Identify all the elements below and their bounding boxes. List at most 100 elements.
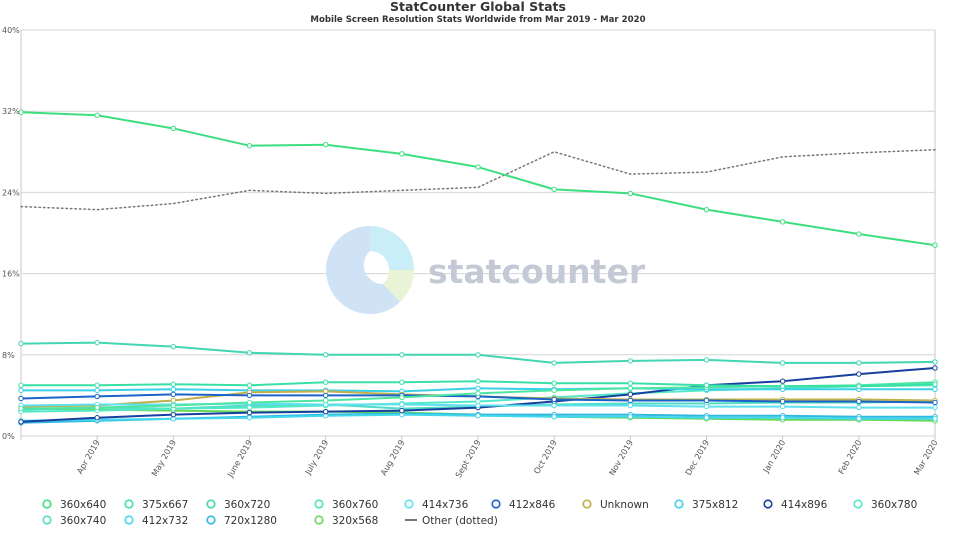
data-point bbox=[475, 378, 481, 384]
data-point bbox=[551, 402, 557, 409]
legend: 360x640 375x667 360x720 360x760 414x736 412x8… bbox=[42, 499, 917, 527]
legend-label: 414x896 bbox=[781, 499, 828, 511]
legend-item[interactable]: 360x740 bbox=[42, 515, 106, 527]
legend-item[interactable]: 320x568 bbox=[314, 515, 378, 527]
x-tick-label: Feb 2020 bbox=[836, 438, 864, 476]
data-point bbox=[246, 143, 253, 149]
data-point bbox=[627, 397, 634, 404]
legend-item[interactable]: 360x720 bbox=[206, 499, 270, 511]
data-point bbox=[627, 380, 634, 386]
data-point bbox=[627, 385, 634, 391]
x-tick-label: June 2019 bbox=[224, 438, 254, 480]
data-point bbox=[170, 411, 177, 418]
legend-item[interactable]: 375x667 bbox=[124, 499, 188, 511]
data-point bbox=[627, 391, 634, 398]
legend-label: 414x736 bbox=[422, 499, 469, 511]
grid-lines bbox=[20, 29, 936, 440]
legend-item[interactable]: 375x812 bbox=[674, 499, 738, 511]
data-point bbox=[627, 414, 634, 420]
y-tick-label: 40% bbox=[2, 26, 20, 35]
series-line bbox=[20, 149, 936, 211]
legend-label: 360x640 bbox=[60, 499, 106, 511]
statcounter-logo-icon bbox=[326, 226, 414, 314]
legend-item[interactable]: 412x846 bbox=[491, 499, 556, 511]
data-point bbox=[551, 186, 557, 193]
data-point bbox=[932, 359, 938, 365]
data-point bbox=[703, 397, 710, 404]
data-point bbox=[475, 385, 481, 391]
legend-item[interactable]: 412x732 bbox=[124, 515, 188, 527]
y-tick-label: 24% bbox=[2, 188, 20, 197]
legend-label: 720x1280 bbox=[224, 515, 277, 527]
data-point bbox=[94, 393, 100, 400]
statcounter-watermark: statcounter bbox=[326, 226, 646, 314]
data-point bbox=[170, 343, 177, 350]
legend-label: 360x780 bbox=[871, 499, 917, 511]
legend-item[interactable]: 414x736 bbox=[404, 499, 469, 511]
data-point bbox=[18, 109, 24, 115]
data-point bbox=[932, 386, 938, 393]
data-point bbox=[932, 242, 938, 248]
legend-label: 375x812 bbox=[692, 499, 738, 511]
series-layer bbox=[18, 109, 938, 426]
data-point bbox=[475, 164, 481, 170]
legend-marker bbox=[853, 499, 863, 509]
data-point bbox=[322, 141, 329, 148]
legend-item[interactable]: 414x896 bbox=[763, 499, 828, 511]
data-point bbox=[18, 405, 24, 412]
legend-item[interactable]: Other (dotted) bbox=[405, 515, 498, 527]
data-point bbox=[475, 402, 481, 409]
legend-item[interactable]: 360x760 bbox=[314, 499, 378, 511]
data-point bbox=[18, 387, 24, 394]
data-point bbox=[779, 378, 786, 384]
series-412x732 bbox=[18, 411, 938, 424]
data-point bbox=[18, 382, 24, 388]
data-point bbox=[856, 398, 862, 405]
legend-marker bbox=[491, 499, 501, 509]
legend-marker bbox=[314, 499, 324, 509]
legend-marker bbox=[404, 499, 414, 509]
y-tick-label: 0% bbox=[2, 432, 15, 441]
x-tick-label: July 2019 bbox=[302, 438, 330, 477]
legend-label: 375x667 bbox=[142, 499, 188, 511]
legend-marker bbox=[763, 499, 773, 509]
data-point bbox=[170, 391, 177, 398]
data-point bbox=[399, 407, 405, 414]
legend-item[interactable]: Unknown bbox=[582, 499, 649, 511]
data-point bbox=[856, 231, 862, 237]
data-point bbox=[18, 419, 24, 425]
legend-marker bbox=[124, 499, 134, 509]
data-point bbox=[703, 403, 710, 410]
data-point bbox=[246, 409, 253, 416]
series-360x640 bbox=[18, 109, 938, 248]
data-point bbox=[779, 383, 786, 389]
legend-label: 412x732 bbox=[142, 515, 188, 527]
watermark-text: statcounter bbox=[428, 252, 646, 291]
x-tick-label: May 2019 bbox=[149, 438, 178, 478]
data-point bbox=[246, 415, 253, 421]
data-point bbox=[779, 398, 786, 405]
data-point bbox=[246, 382, 253, 388]
legend-marker bbox=[582, 499, 592, 509]
legend-label: 412x846 bbox=[509, 499, 556, 511]
data-point bbox=[399, 401, 405, 408]
series-360x720 bbox=[18, 339, 938, 366]
data-point bbox=[932, 404, 938, 411]
data-point bbox=[703, 415, 710, 421]
legend-marker bbox=[314, 515, 324, 525]
data-point bbox=[94, 415, 100, 421]
legend-label: 360x720 bbox=[224, 499, 270, 511]
data-point bbox=[170, 125, 177, 132]
data-point bbox=[94, 387, 100, 394]
legend-marker bbox=[206, 499, 216, 509]
legend-item[interactable]: 720x1280 bbox=[206, 515, 277, 527]
legend-item[interactable]: 360x780 bbox=[853, 499, 917, 511]
data-point bbox=[856, 404, 862, 411]
legend-marker bbox=[674, 499, 684, 509]
data-point bbox=[475, 413, 481, 419]
data-point bbox=[779, 403, 786, 410]
legend-item[interactable]: 360x640 bbox=[42, 499, 106, 511]
data-point bbox=[170, 386, 177, 393]
x-tick-label: Apr 2019 bbox=[74, 438, 101, 476]
